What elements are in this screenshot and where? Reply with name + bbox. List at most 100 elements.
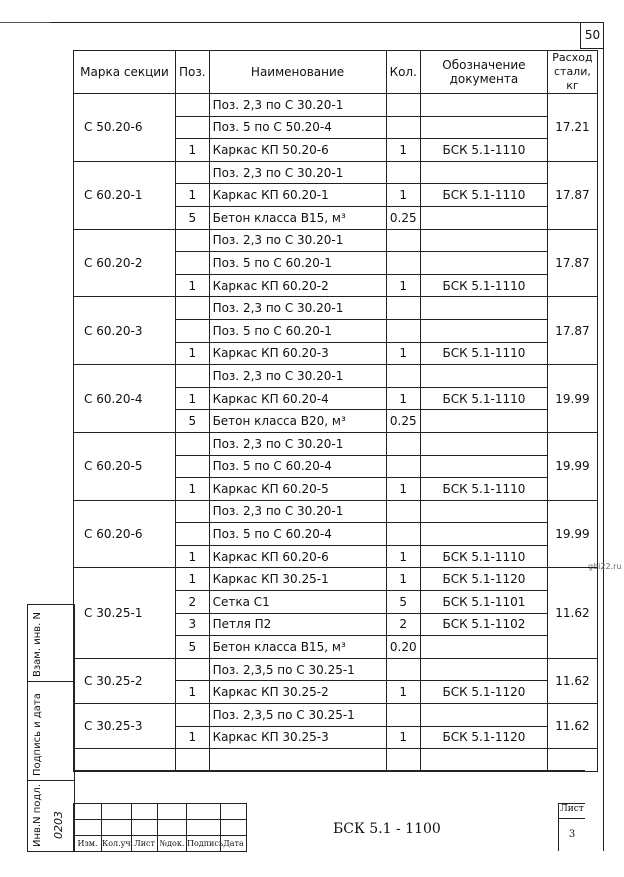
table-row: 1 Каркас КП 60.20-2 1 БСК 5.1-1110	[74, 273, 598, 298]
name-cell: Поз. 2,3 по С 30.20-1	[208, 364, 387, 388]
pos-cell: 1	[175, 567, 210, 592]
doc-cell: БСК 5.1-1110	[419, 138, 548, 162]
qty-cell: 2	[385, 612, 421, 637]
doc-cell: БСК 5.1-1110	[419, 273, 548, 298]
doc-cell	[419, 522, 548, 546]
stamp-col-label: Кол.уч.	[101, 835, 133, 852]
qty-cell: 1	[385, 567, 421, 592]
stamp-col-label: Изм.	[73, 835, 102, 852]
sheet-box: Лист 3	[558, 803, 585, 851]
name-cell: Поз. 2,3,5 по С 30.25-1	[208, 703, 387, 727]
doc-cell	[419, 499, 548, 524]
steel-cell: 19.99	[546, 364, 598, 433]
stamp-blank	[186, 803, 221, 820]
name-cell: Поз. 5 по С 50.20-4	[208, 115, 387, 140]
section-mark: С 60.20-4	[73, 364, 176, 433]
doc-cell	[419, 93, 548, 117]
drawing-frame	[50, 22, 604, 851]
name-cell: Каркас КП 30.25-1	[208, 567, 387, 592]
name-cell: Бетон класса В20, м³	[208, 409, 387, 433]
stamp-blank	[73, 803, 102, 820]
doc-cell: БСК 5.1-1110	[419, 386, 548, 411]
inv-orig-box: Инв.N подл. 0203	[27, 780, 75, 852]
doc-cell: БСК 5.1-1110	[419, 544, 548, 569]
pos-cell	[175, 499, 210, 524]
table-row: 2 Сетка С1 5 БСК 5.1-1101	[74, 590, 598, 614]
table-row: С 60.20-4 Поз. 2,3 по С 30.20-1 19.99	[73, 364, 598, 433]
doc-cell	[419, 228, 548, 253]
name-cell: Поз. 5 по С 60.20-4	[208, 522, 387, 546]
qty-cell	[385, 703, 421, 727]
replace-inv-label: Взам. инв. N	[32, 612, 43, 677]
table-row: С 30.25-2 Поз. 2,3,5 по С 30.25-1 11.62	[73, 657, 598, 705]
doc-cell: БСК 5.1-1110	[419, 341, 548, 366]
name-cell: Петля П2	[208, 612, 387, 637]
name-cell: Поз. 2,3 по С 30.20-1	[208, 499, 387, 524]
pos-cell: 3	[175, 612, 210, 637]
table-row: Поз. 5 по С 60.20-4	[74, 522, 598, 546]
qty-cell	[385, 522, 421, 546]
steel-cell: 17.21	[546, 93, 598, 162]
stamp-blank	[131, 819, 158, 836]
header-pos: Поз.	[175, 50, 210, 94]
pos-cell: 1	[175, 138, 210, 162]
name-cell: Поз. 5 по С 60.20-4	[208, 454, 387, 479]
doc-cell	[419, 318, 548, 343]
name-cell: Поз. 5 по С 60.20-1	[208, 251, 387, 275]
header-doc: Обозначение документа	[419, 50, 548, 94]
name-cell: Поз. 2,3 по С 30.20-1	[208, 228, 387, 253]
doc-cell: БСК 5.1-1120	[419, 680, 548, 705]
stamp-col-label: Подпись	[186, 835, 223, 852]
table-row: 1 Каркас КП 60.20-3 1 БСК 5.1-1110	[74, 341, 598, 366]
pos-cell	[175, 522, 210, 546]
doc-cell: БСК 5.1-1101	[419, 590, 548, 614]
steel-cell: 17.87	[546, 228, 598, 298]
doc-cell	[419, 703, 548, 727]
doc-cell	[419, 296, 548, 320]
pos-cell: 5	[175, 409, 210, 433]
page-number: 50	[580, 22, 604, 49]
pos-cell: 1	[175, 341, 210, 366]
pos-cell: 2	[175, 590, 210, 614]
qty-cell	[385, 228, 421, 253]
doc-cell	[419, 251, 548, 275]
pos-cell: 1	[175, 725, 210, 750]
qty-cell	[385, 93, 421, 117]
section-mark: С 60.20-3	[73, 296, 176, 366]
name-cell: Поз. 5 по С 60.20-1	[208, 318, 387, 343]
name-cell: Каркас КП 30.25-2	[208, 680, 387, 705]
table-row: С 60.20-5 Поз. 2,3 по С 30.20-1 19.99	[73, 431, 598, 501]
doc-cell	[419, 431, 548, 456]
name-cell: Поз. 2,3 по С 30.20-1	[208, 296, 387, 320]
name-cell: Каркас КП 60.20-5	[208, 477, 387, 501]
stamp-blank	[220, 803, 247, 820]
doc-cell	[419, 454, 548, 479]
stamp-blank	[157, 803, 187, 820]
stamp-blank	[157, 819, 187, 836]
inv-orig-label: Инв.N подл.	[32, 784, 43, 847]
pos-cell: 1	[175, 183, 210, 207]
name-cell: Поз. 2,3,5 по С 30.25-1	[208, 657, 387, 682]
table-row: 1 Каркас КП 60.20-6 1 БСК 5.1-1110	[74, 544, 598, 569]
section-mark: С 30.25-1	[73, 567, 176, 659]
pos-cell: 1	[175, 477, 210, 501]
pos-cell: 1	[175, 386, 210, 411]
pos-cell	[175, 251, 210, 275]
steel-cell: 17.87	[546, 296, 598, 366]
name-cell: Каркас КП 60.20-1	[208, 183, 387, 207]
doc-cell: БСК 5.1-1120	[419, 725, 548, 750]
title-block: Изм. Кол.уч. Лист №док. Подпись Дата БСК…	[73, 770, 585, 852]
header-steel: Расход стали, кг	[546, 50, 598, 94]
qty-cell: 1	[385, 544, 421, 569]
table-row: 3 Петля П2 2 БСК 5.1-1102	[74, 612, 598, 637]
table-row: 5 Бетон класса В15, м³ 0.25	[74, 205, 598, 230]
table-row: Поз. 5 по С 60.20-1	[74, 251, 598, 275]
table-row: С 30.25-3 Поз. 2,3,5 по С 30.25-1 11.62	[73, 703, 598, 750]
table-row: С 50.20-6 Поз. 2,3 по С 30.20-1 17.21	[73, 93, 598, 162]
section-mark: С 60.20-5	[73, 431, 176, 501]
stamp-blank	[73, 819, 102, 836]
table-row: С 60.20-1 Поз. 2,3 по С 30.20-1 17.87	[73, 160, 598, 230]
pos-cell	[175, 228, 210, 253]
qty-cell	[385, 318, 421, 343]
pos-cell	[175, 431, 210, 456]
